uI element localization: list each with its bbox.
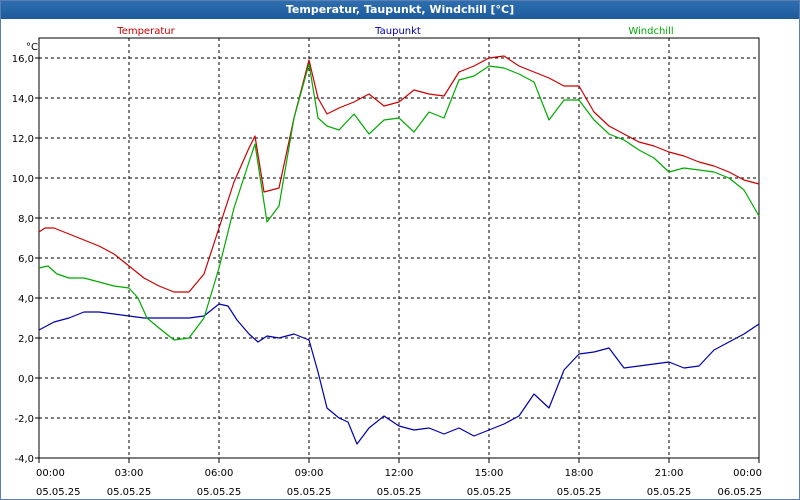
series-lines	[38, 55, 760, 445]
y-axis-ticks: -4,0 -2,0 0,0 2,0 4,0 6,0 8,0 10,0 12,0 14,0 16,0	[12, 54, 39, 465]
x-tick-label-date: 05.05.25	[107, 487, 152, 498]
series-line-windchill	[38, 63, 760, 341]
y-tick-label: 10,0	[12, 174, 34, 185]
x-tick-label-date: 05.05.25	[467, 487, 512, 498]
x-axis-ticks: 00:00 05.05.25 03:00 05.05.25 06:00 05.05.25 0…	[36, 458, 762, 498]
x-tick-label-date: 05.05.25	[287, 487, 332, 498]
y-tick-label: -2,0	[14, 414, 34, 425]
y-axis-unit-label: °C	[26, 42, 38, 53]
legend-item-windchill: Windchill	[628, 26, 673, 37]
x-tick-label-date: 05.05.25	[197, 487, 242, 498]
y-tick-label: 6,0	[18, 254, 34, 265]
y-tick-label: 14,0	[12, 94, 34, 105]
x-tick-label-time: 00:00	[733, 468, 762, 479]
grid	[38, 38, 760, 459]
window-title: Temperatur, Taupunkt, Windchill [°C]	[1, 1, 799, 19]
x-tick-label-time: 12:00	[385, 468, 414, 479]
y-tick-label: 0,0	[18, 374, 34, 385]
y-tick-label: 8,0	[18, 214, 34, 225]
y-tick-label: 16,0	[12, 54, 34, 65]
series-line-taupunkt	[38, 303, 760, 445]
x-tick-label-date: 05.05.25	[377, 487, 422, 498]
x-tick-label-time: 03:00	[115, 468, 144, 479]
axes: °C	[26, 37, 760, 459]
x-tick-label-time: 00:00	[36, 468, 65, 479]
x-tick-label-time: 06:00	[205, 468, 234, 479]
y-tick-label: 12,0	[12, 134, 34, 145]
y-tick-label: 2,0	[18, 334, 34, 345]
x-tick-label-date: 05.05.25	[647, 487, 692, 498]
x-tick-label-date: 06.05.25	[717, 487, 762, 498]
y-tick-label: -4,0	[14, 454, 34, 465]
legend-item-temperatur: Temperatur	[116, 26, 175, 37]
x-tick-label-date: 05.05.25	[557, 487, 602, 498]
x-tick-label-time: 18:00	[565, 468, 594, 479]
series-line-temperatur	[38, 55, 760, 293]
legend: Temperatur Taupunkt Windchill	[116, 26, 673, 37]
x-tick-label-time: 15:00	[475, 468, 504, 479]
x-tick-label-date: 05.05.25	[36, 487, 81, 498]
line-chart: °C -4,0 -2,0 0,0 2,0 4,0 6,0 8,0 10,0 12,0 14,0 16…	[12, 26, 762, 498]
y-tick-label: 4,0	[18, 294, 34, 305]
legend-item-taupunkt: Taupunkt	[374, 26, 421, 37]
x-tick-label-time: 09:00	[295, 468, 324, 479]
x-tick-label-time: 21:00	[655, 468, 684, 479]
